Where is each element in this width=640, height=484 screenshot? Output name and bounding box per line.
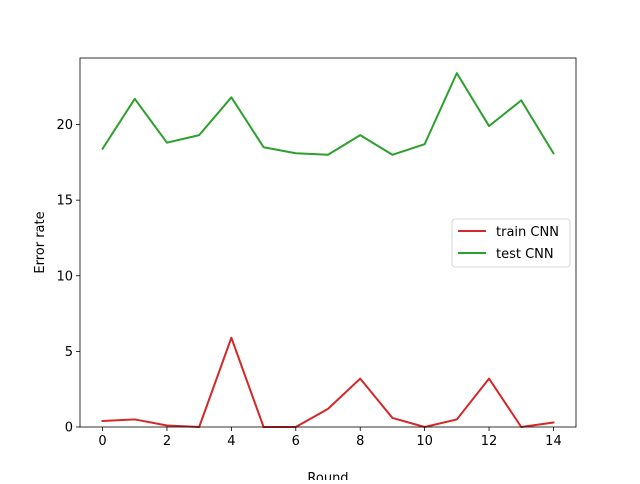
x-axis-label: Round (307, 471, 348, 480)
y-tick-label: 5 (65, 345, 73, 360)
y-tick-label: 15 (56, 194, 73, 209)
x-tick-label: 12 (481, 434, 498, 449)
x-tick-label: 0 (98, 434, 106, 449)
legend: train CNN test CNN (452, 219, 570, 267)
x-tick-label: 10 (416, 434, 433, 449)
legend-label-train-cnn: train CNN (496, 225, 559, 240)
x-tick-label: 2 (163, 434, 171, 449)
y-tick-label: 20 (56, 118, 73, 133)
y-tick-label: 10 (56, 269, 73, 284)
x-tick-label: 4 (227, 434, 235, 449)
y-axis-label: Error rate (33, 211, 48, 273)
x-tick-label: 6 (292, 434, 300, 449)
y-tick-label: 0 (65, 421, 73, 436)
x-axis-ticks: 0 2 4 6 8 10 12 14 (98, 427, 561, 449)
y-axis-ticks: 0 5 10 15 20 (56, 118, 80, 435)
legend-label-test-cnn: test CNN (496, 247, 554, 262)
x-tick-label: 8 (356, 434, 364, 449)
x-tick-label: 14 (545, 434, 562, 449)
